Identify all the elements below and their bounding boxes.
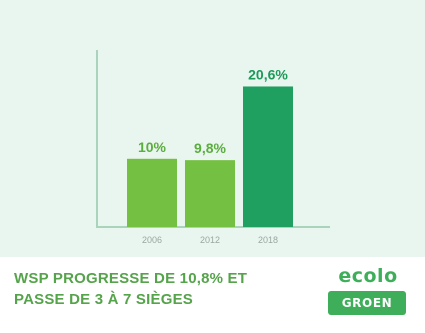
x-tick-label-2018: 2018	[258, 235, 278, 245]
x-tick-label-2012: 2012	[200, 235, 220, 245]
bar-series: 10% 2006 9,8% 2012 20,6% 2018	[127, 66, 293, 245]
headline: WSP PROGRESSE DE 10,8% ET PASSE DE 3 À 7…	[14, 268, 314, 310]
bar-2018	[243, 86, 293, 227]
bar-chart: 10% 2006 9,8% 2012 20,6% 2018	[96, 50, 330, 245]
value-label-2012: 9,8%	[194, 140, 226, 156]
groen-logo: GROEN	[328, 291, 406, 315]
x-tick-label-2006: 2006	[142, 235, 162, 245]
headline-line-1: WSP PROGRESSE DE 10,8% ET	[14, 270, 248, 287]
value-label-2018: 20,6%	[248, 66, 288, 82]
headline-line-2: PASSE DE 3 À 7 SIÈGES	[14, 291, 193, 308]
bar-2006	[127, 158, 177, 227]
bar-2012	[185, 160, 235, 227]
ecolo-logo: ecolo	[338, 265, 398, 287]
value-label-2006: 10%	[138, 139, 167, 155]
